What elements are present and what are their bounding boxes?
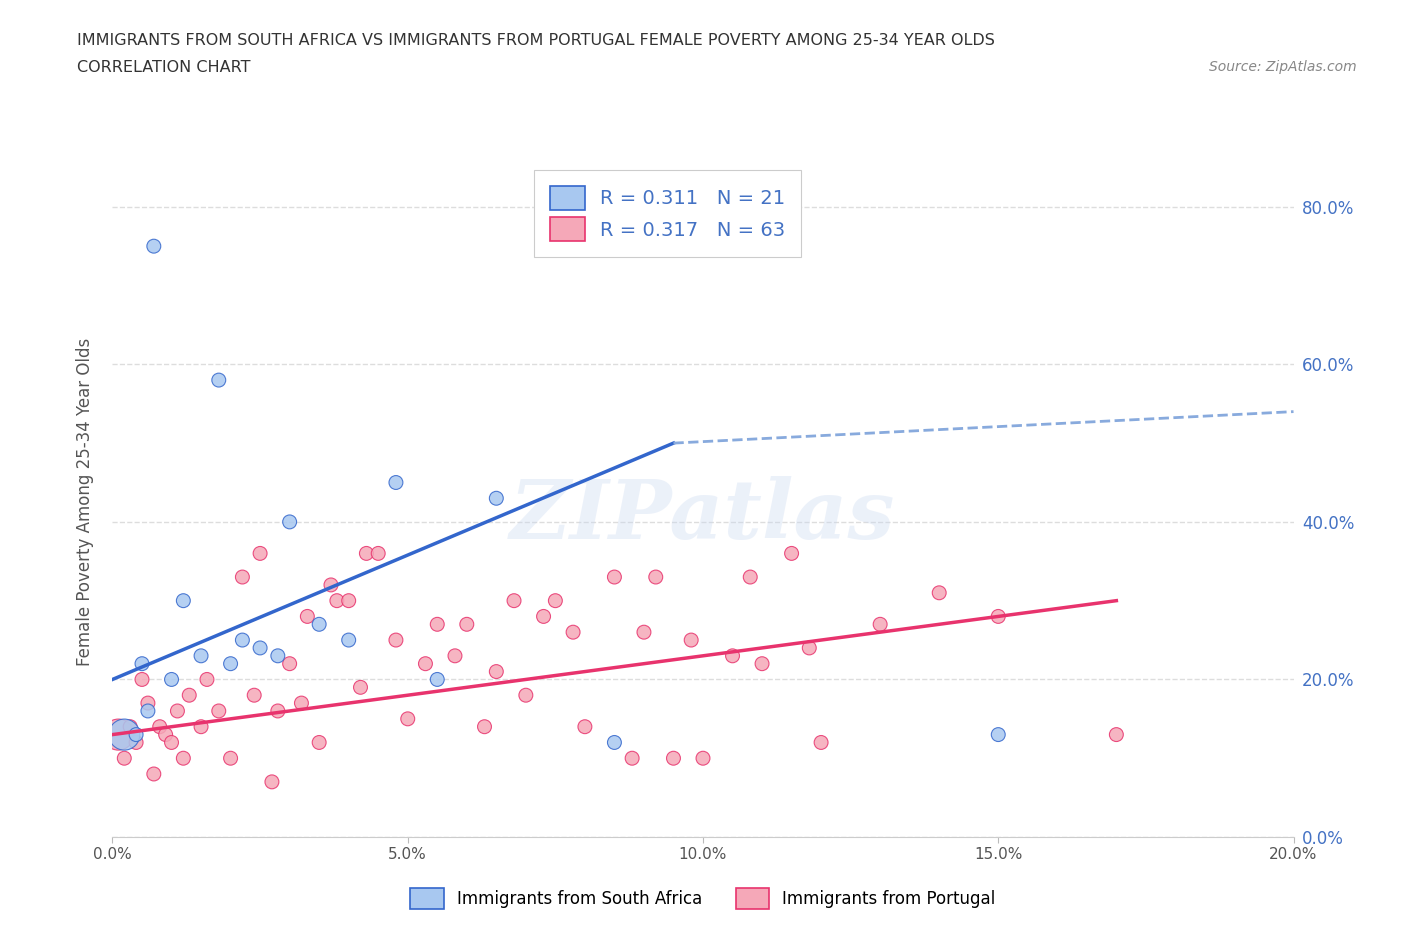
Point xyxy=(367,546,389,561)
Point xyxy=(136,696,159,711)
Point xyxy=(485,664,508,679)
Point xyxy=(799,641,821,656)
Point xyxy=(692,751,714,765)
Point xyxy=(166,703,188,718)
Point xyxy=(308,735,330,750)
Point xyxy=(172,593,194,608)
Point xyxy=(190,719,212,734)
Point xyxy=(681,632,703,647)
Point xyxy=(319,578,342,592)
Text: Source: ZipAtlas.com: Source: ZipAtlas.com xyxy=(1209,60,1357,74)
Point xyxy=(249,641,271,656)
Legend: Immigrants from South Africa, Immigrants from Portugal: Immigrants from South Africa, Immigrants… xyxy=(402,880,1004,917)
Point xyxy=(603,735,626,750)
Point xyxy=(544,593,567,608)
Point xyxy=(485,491,508,506)
Point xyxy=(112,751,135,765)
Point xyxy=(415,657,437,671)
Point xyxy=(308,617,330,631)
Point xyxy=(515,688,537,703)
Point xyxy=(928,585,950,600)
Point xyxy=(780,546,803,561)
Point xyxy=(533,609,555,624)
Point xyxy=(278,657,301,671)
Point xyxy=(131,672,153,687)
Point xyxy=(987,727,1010,742)
Point xyxy=(112,727,135,742)
Point xyxy=(125,727,148,742)
Point xyxy=(751,657,773,671)
Point xyxy=(231,632,253,647)
Point xyxy=(633,625,655,640)
Point xyxy=(740,569,762,584)
Point xyxy=(356,546,378,561)
Point xyxy=(644,569,666,584)
Point xyxy=(120,719,142,734)
Point xyxy=(155,727,177,742)
Point xyxy=(337,632,360,647)
Legend: R = 0.311   N = 21, R = 0.317   N = 63: R = 0.311 N = 21, R = 0.317 N = 63 xyxy=(534,170,801,257)
Text: CORRELATION CHART: CORRELATION CHART xyxy=(77,60,250,75)
Point xyxy=(349,680,371,695)
Point xyxy=(142,766,165,781)
Point xyxy=(219,657,242,671)
Point xyxy=(243,688,266,703)
Point xyxy=(125,735,148,750)
Point xyxy=(396,711,419,726)
Point xyxy=(160,672,183,687)
Point xyxy=(662,751,685,765)
Point xyxy=(426,617,449,631)
Point xyxy=(290,696,312,711)
Point xyxy=(385,475,408,490)
Point xyxy=(231,569,253,584)
Point xyxy=(142,239,165,254)
Point xyxy=(426,672,449,687)
Point xyxy=(721,648,744,663)
Point xyxy=(337,593,360,608)
Point xyxy=(131,657,153,671)
Point xyxy=(278,514,301,529)
Y-axis label: Female Poverty Among 25-34 Year Olds: Female Poverty Among 25-34 Year Olds xyxy=(76,339,94,666)
Point xyxy=(149,719,172,734)
Text: ZIPatlas: ZIPatlas xyxy=(510,475,896,555)
Point xyxy=(208,373,231,388)
Point xyxy=(621,751,644,765)
Point xyxy=(574,719,596,734)
Point xyxy=(179,688,201,703)
Point xyxy=(190,648,212,663)
Point xyxy=(267,703,290,718)
Point xyxy=(219,751,242,765)
Point xyxy=(987,609,1010,624)
Point xyxy=(260,775,283,790)
Point xyxy=(107,727,129,742)
Point xyxy=(195,672,218,687)
Point xyxy=(562,625,585,640)
Point xyxy=(1105,727,1128,742)
Point xyxy=(444,648,467,663)
Point xyxy=(172,751,194,765)
Point xyxy=(603,569,626,584)
Point xyxy=(326,593,349,608)
Point xyxy=(503,593,526,608)
Point xyxy=(385,632,408,647)
Point xyxy=(456,617,478,631)
Point xyxy=(297,609,319,624)
Point xyxy=(249,546,271,561)
Point xyxy=(810,735,832,750)
Point xyxy=(267,648,290,663)
Point xyxy=(136,703,159,718)
Point xyxy=(869,617,891,631)
Point xyxy=(208,703,231,718)
Point xyxy=(474,719,496,734)
Point xyxy=(160,735,183,750)
Text: IMMIGRANTS FROM SOUTH AFRICA VS IMMIGRANTS FROM PORTUGAL FEMALE POVERTY AMONG 25: IMMIGRANTS FROM SOUTH AFRICA VS IMMIGRAN… xyxy=(77,33,995,47)
